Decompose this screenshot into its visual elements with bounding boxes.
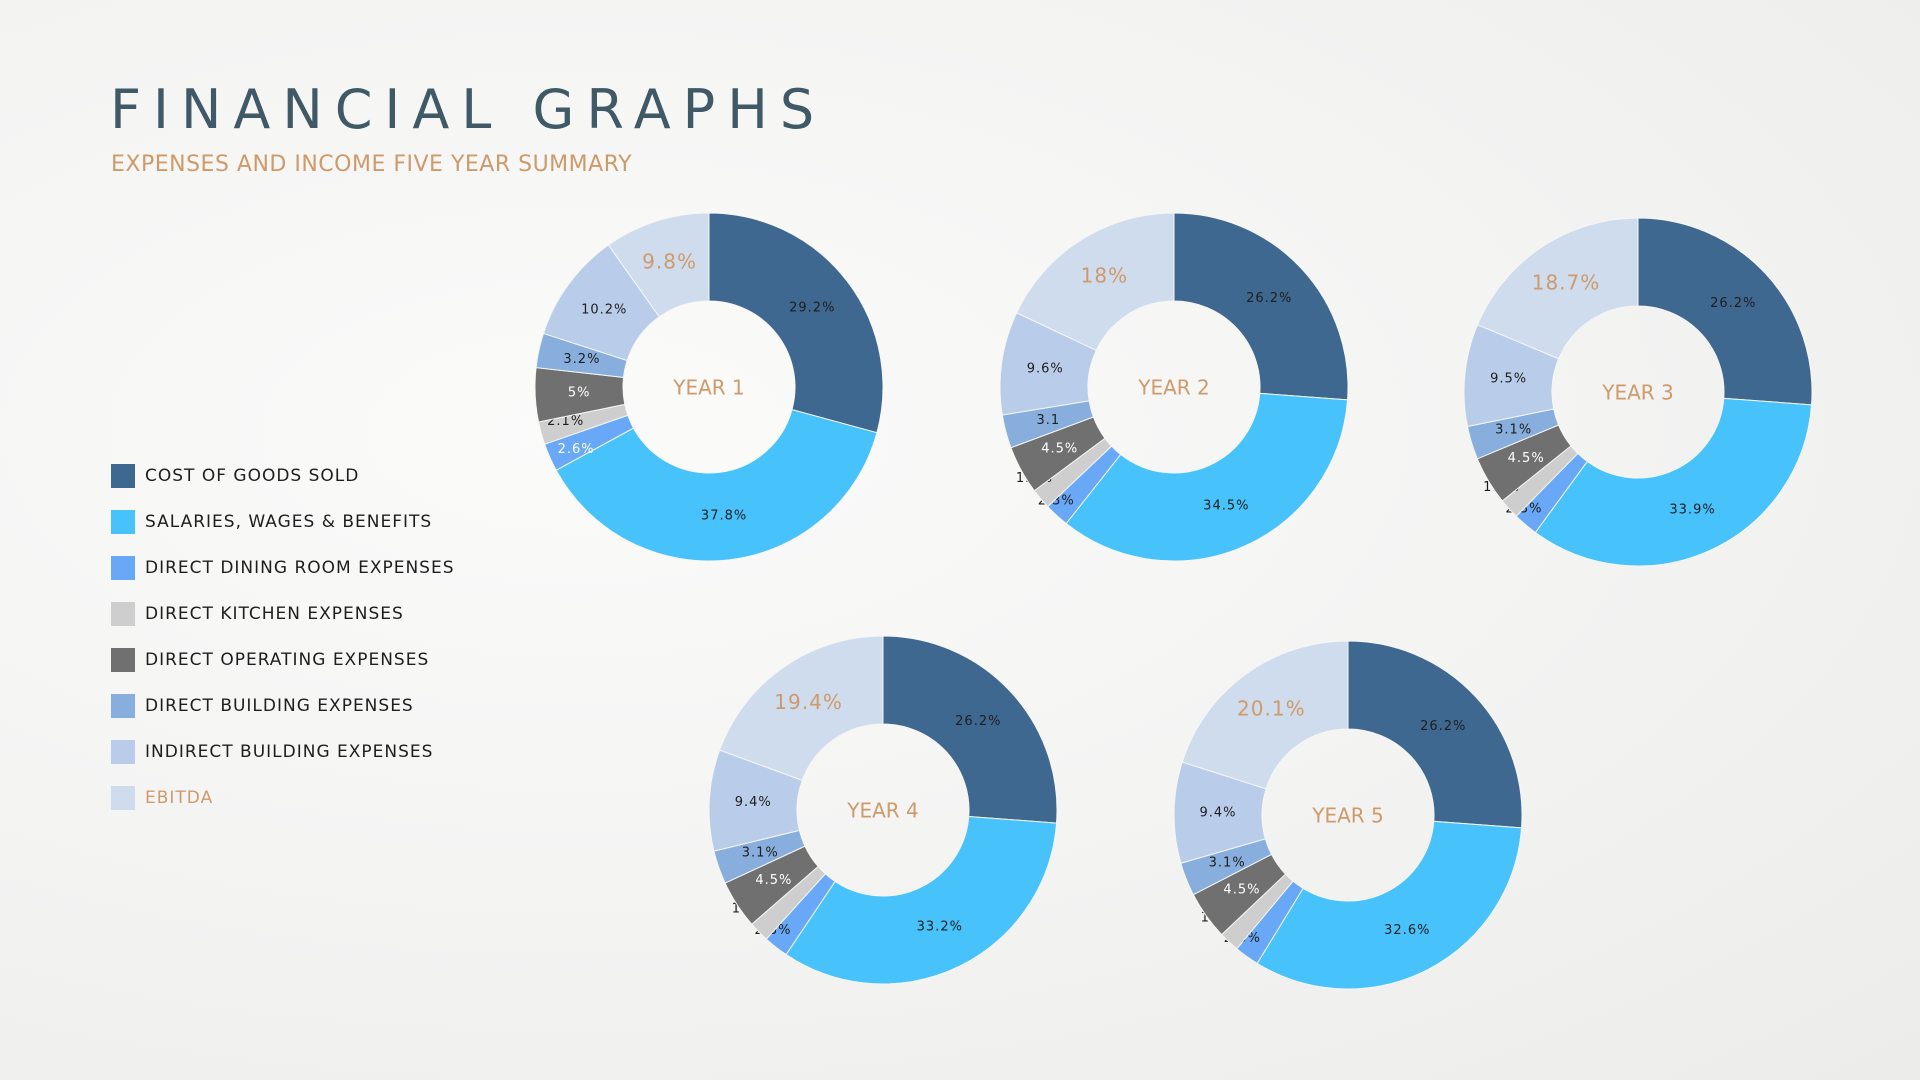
- legend-swatch: [111, 602, 135, 626]
- data-label: 9.4%: [735, 795, 772, 810]
- data-label: 9.8%: [642, 250, 697, 274]
- legend-label: DIRECT OPERATING EXPENSES: [145, 650, 430, 670]
- legend-label: DIRECT KITCHEN EXPENSES: [145, 604, 404, 624]
- data-label: 4.5%: [1508, 451, 1545, 466]
- data-label: 19.4%: [774, 690, 843, 714]
- data-label: 9.4%: [1199, 806, 1236, 821]
- donut-slice-ebitda: [719, 635, 884, 782]
- legend-label: COST OF GOODS SOLD: [145, 466, 360, 486]
- legend-label: DIRECT BUILDING EXPENSES: [145, 696, 414, 716]
- legend-item: DIRECT DINING ROOM EXPENSES: [111, 545, 455, 591]
- donut-slice-salaries-wages-benefits: [1065, 392, 1349, 562]
- donut-slice-cost-of-goods-sold: [1173, 212, 1349, 401]
- data-label: 3.1%: [1209, 856, 1246, 871]
- donut-slice-cost-of-goods-sold: [882, 635, 1058, 824]
- data-label: 33.2%: [917, 919, 963, 934]
- donut-chart-year-4: 26.2%33.2%2.3%1.9%4.5%3.1%9.4%19.4%YEAR …: [708, 635, 1058, 985]
- donut-slice-salaries-wages-benefits: [785, 815, 1058, 985]
- donut-slice-ebitda: [1015, 212, 1175, 351]
- legend-swatch: [111, 740, 135, 764]
- legend-item: EBITDA: [111, 775, 455, 821]
- page-subtitle: EXPENSES AND INCOME FIVE YEAR SUMMARY: [111, 152, 633, 177]
- data-label: 26.2%: [1246, 291, 1292, 306]
- donut-slice-ebitda: [607, 212, 710, 318]
- data-label: 29.2%: [789, 301, 835, 316]
- data-label: 3.1%: [742, 845, 779, 860]
- data-label: 4.5%: [1223, 883, 1260, 898]
- data-label: 18%: [1081, 264, 1128, 288]
- legend-swatch: [111, 786, 135, 810]
- legend-item: SALARIES, WAGES & BENEFITS: [111, 499, 455, 545]
- data-label: 26.2%: [1710, 296, 1756, 311]
- data-label: 26.2%: [1420, 719, 1466, 734]
- legend-item: COST OF GOODS SOLD: [111, 453, 455, 499]
- data-label: 32.6%: [1384, 923, 1430, 938]
- chart-legend: COST OF GOODS SOLD SALARIES, WAGES & BENE…: [111, 453, 455, 821]
- legend-label: DIRECT DINING ROOM EXPENSES: [145, 558, 455, 578]
- donut-center-label: YEAR 3: [1601, 381, 1674, 405]
- donut-slice-ebitda: [1181, 640, 1349, 790]
- legend-label: INDIRECT BUILDING EXPENSES: [145, 742, 434, 762]
- data-label: 37.8%: [701, 509, 747, 524]
- legend-label: EBITDA: [145, 788, 214, 808]
- legend-swatch: [111, 694, 135, 718]
- data-label: 4.5%: [1041, 442, 1078, 457]
- data-label: 2.6%: [558, 442, 595, 457]
- data-label: 10.2%: [581, 303, 627, 318]
- data-label: 34.5%: [1203, 499, 1249, 514]
- data-label: 18.7%: [1532, 270, 1601, 294]
- donut-slice-cost-of-goods-sold: [1637, 217, 1813, 406]
- data-label: 4.5%: [755, 873, 792, 888]
- data-label: 3.1: [1036, 413, 1060, 428]
- data-label: 3.1%: [1495, 422, 1532, 437]
- data-label: 20.1%: [1237, 697, 1306, 721]
- legend-swatch: [111, 648, 135, 672]
- data-label: 33.9%: [1669, 502, 1715, 517]
- data-label: 9.6%: [1027, 361, 1064, 376]
- legend-item: DIRECT OPERATING EXPENSES: [111, 637, 455, 683]
- donut-center-label: YEAR 2: [1137, 376, 1210, 400]
- donut-slice-salaries-wages-benefits: [555, 408, 878, 562]
- donut-slice-cost-of-goods-sold: [1347, 640, 1523, 829]
- page-title: FINANCIAL GRAPHS: [110, 78, 827, 141]
- donut-slice-salaries-wages-benefits: [1534, 397, 1813, 567]
- donut-slice-cost-of-goods-sold: [708, 212, 884, 434]
- donut-chart-year-2: 26.2%34.5%2.3%1.9%4.5%3.19.6%18%YEAR 2: [999, 212, 1349, 562]
- donut-chart-year-5: 26.2%32.6%2.3%1.9%4.5%3.1%9.4%20.1%YEAR …: [1173, 640, 1523, 990]
- donut-chart-year-1: 29.2%37.8%2.6%2.1%5%3.2%10.2%9.8%YEAR 1: [534, 212, 884, 562]
- donut-chart-year-3: 26.2%33.9%2.3%1.9%4.5%3.1%9.5%18.7%YEAR …: [1463, 217, 1813, 567]
- donut-slice-salaries-wages-benefits: [1256, 820, 1523, 990]
- legend-item: DIRECT BUILDING EXPENSES: [111, 683, 455, 729]
- donut-center-label: YEAR 4: [846, 799, 919, 823]
- donut-slice-ebitda: [1476, 217, 1639, 360]
- legend-swatch: [111, 556, 135, 580]
- legend-item: INDIRECT BUILDING EXPENSES: [111, 729, 455, 775]
- legend-item: DIRECT KITCHEN EXPENSES: [111, 591, 455, 637]
- donut-center-label: YEAR 1: [672, 376, 745, 400]
- legend-swatch: [111, 464, 135, 488]
- data-label: 5%: [568, 385, 591, 400]
- data-label: 9.5%: [1490, 372, 1527, 387]
- legend-label: SALARIES, WAGES & BENEFITS: [145, 512, 433, 532]
- legend-swatch: [111, 510, 135, 534]
- data-label: 26.2%: [955, 714, 1001, 729]
- donut-center-label: YEAR 5: [1311, 804, 1384, 828]
- data-label: 3.2%: [563, 352, 600, 367]
